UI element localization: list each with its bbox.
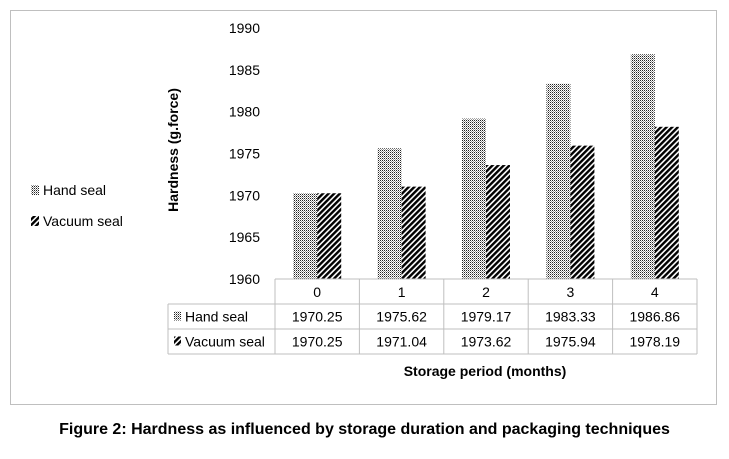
legend-entry: Vacuum seal bbox=[43, 213, 123, 229]
chart-area bbox=[10, 10, 717, 405]
bar-hand-seal bbox=[630, 54, 655, 279]
y-axis-title: Hardness (g.force) bbox=[165, 88, 181, 212]
table-legend-key bbox=[174, 336, 181, 346]
legend-key bbox=[31, 216, 39, 226]
data-label: 1978.19 bbox=[629, 334, 680, 350]
bar-hand-seal bbox=[546, 83, 571, 279]
table-legend-key bbox=[174, 311, 181, 321]
y-tick-label: 1980 bbox=[229, 104, 260, 120]
bar-vacuum-seal bbox=[401, 186, 426, 279]
data-label: 1973.62 bbox=[461, 334, 512, 350]
bar-vacuum-seal bbox=[654, 126, 679, 279]
figure-caption: Figure 2: Hardness as influenced by stor… bbox=[59, 421, 670, 438]
x-category-label: 1 bbox=[398, 284, 406, 300]
x-category-label: 3 bbox=[567, 284, 575, 300]
x-category-label: 2 bbox=[482, 284, 490, 300]
table-series-label: Vacuum seal bbox=[185, 334, 265, 350]
data-label: 1975.94 bbox=[545, 334, 596, 350]
x-category-label: 4 bbox=[651, 284, 659, 300]
bar-vacuum-seal bbox=[570, 145, 595, 279]
data-label: 1970.25 bbox=[292, 334, 343, 350]
bar-vacuum-seal bbox=[317, 193, 342, 279]
table-series-label: Hand seal bbox=[185, 309, 248, 325]
bar-hand-seal bbox=[462, 118, 486, 280]
x-axis-title: Storage period (months) bbox=[404, 363, 567, 379]
bar-hand-seal bbox=[293, 193, 318, 279]
data-label: 1971.04 bbox=[376, 334, 427, 350]
y-tick-label: 1990 bbox=[229, 20, 260, 36]
data-label: 1979.17 bbox=[461, 309, 512, 325]
data-label: 1975.62 bbox=[376, 309, 427, 325]
y-tick-label: 1960 bbox=[229, 271, 260, 287]
data-label: 1983.33 bbox=[545, 309, 596, 325]
legend-entry: Hand seal bbox=[43, 182, 106, 198]
x-category-label: 0 bbox=[313, 284, 321, 300]
data-label: 1970.25 bbox=[292, 309, 343, 325]
y-tick-label: 1970 bbox=[229, 187, 260, 203]
y-tick-label: 1985 bbox=[229, 62, 260, 78]
bar-vacuum-seal bbox=[486, 165, 510, 279]
y-tick-label: 1965 bbox=[229, 229, 260, 245]
legend-key bbox=[31, 185, 39, 195]
y-tick-label: 1975 bbox=[229, 146, 260, 162]
data-label: 1986.86 bbox=[629, 309, 680, 325]
bar-hand-seal bbox=[377, 148, 402, 279]
